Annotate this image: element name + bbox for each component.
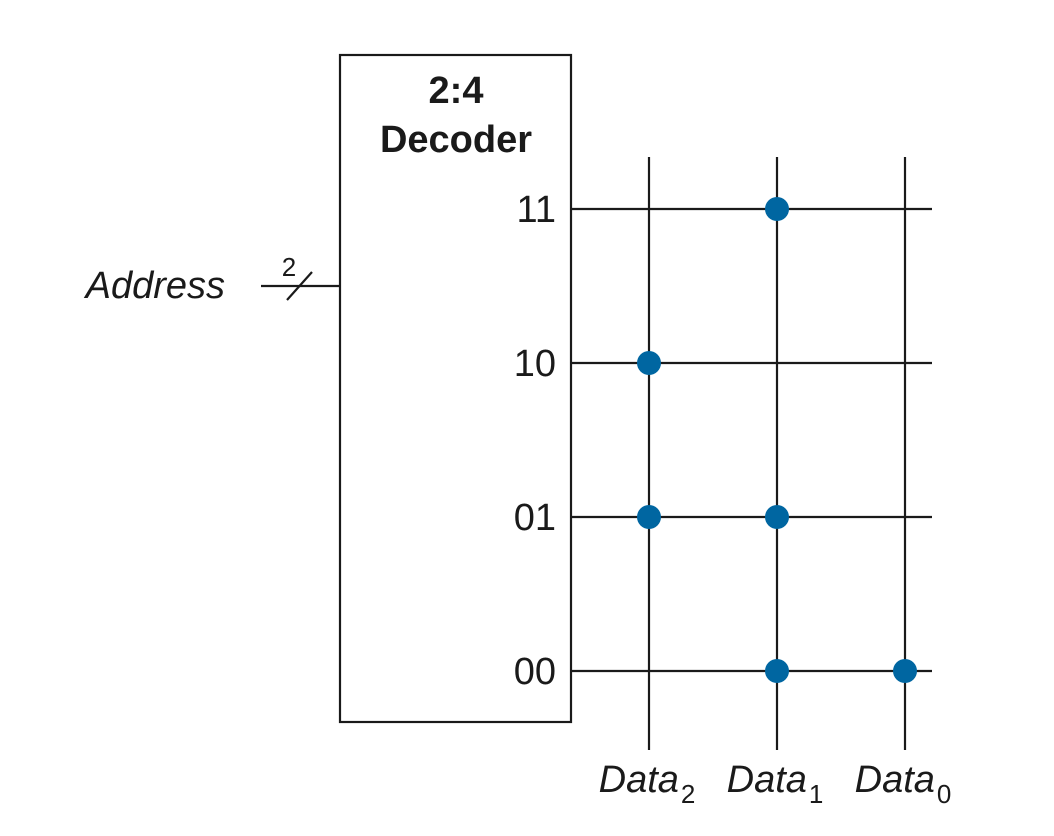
decoder-box [338, 53, 573, 724]
stored-bit-dot-01-data2 [637, 505, 661, 529]
bit-line-label-name: Data [599, 759, 679, 801]
bit-line-label-data2: Data2 [599, 759, 696, 809]
word-line-label-01: 01 [514, 497, 556, 539]
bit-line-label-data1: Data1 [727, 759, 824, 809]
bit-line-label-name: Data [855, 759, 935, 801]
stored-bit-dots [637, 197, 917, 683]
stored-bit-dot-10-data2 [637, 351, 661, 375]
stored-bit-dot-11-data1 [765, 197, 789, 221]
bit-line-label-index: 0 [937, 779, 951, 809]
word-lines: 11 10 01 00 [514, 189, 932, 693]
word-line-label-11: 11 [517, 189, 556, 231]
address-label: Address [84, 265, 225, 307]
stored-bit-dot-01-data1 [765, 505, 789, 529]
word-line-label-00: 00 [514, 651, 556, 693]
decoder-ratio-label: 2:4 [429, 70, 484, 112]
bit-line-labels: Data2 Data1 Data0 [599, 759, 952, 809]
bit-line-label-name: Data [727, 759, 807, 801]
decoder-name-label: Decoder [380, 119, 532, 161]
address-bus-slash [286, 271, 313, 301]
bit-line-label-data0: Data0 [855, 759, 952, 809]
address-bus-width-label: 2 [282, 252, 296, 282]
bit-line-label-index: 2 [681, 779, 695, 809]
bit-line-label-index: 1 [809, 779, 823, 809]
stored-bit-dot-00-data0 [893, 659, 917, 683]
stored-bit-dot-00-data1 [765, 659, 789, 683]
bit-lines [647, 157, 907, 750]
word-line-label-10: 10 [514, 343, 556, 385]
